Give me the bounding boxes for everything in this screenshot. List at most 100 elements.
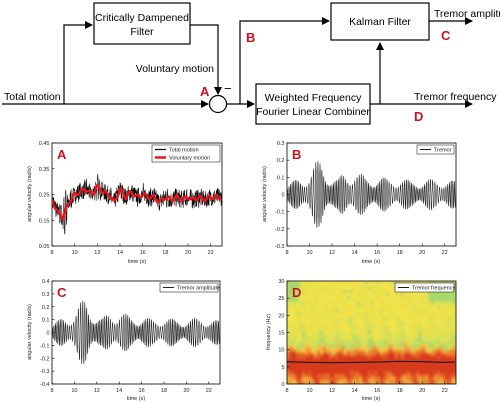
heatmap-cell [419,344,423,348]
heatmap-cell [359,335,363,339]
x-tick-label: 22 [442,388,448,394]
heatmap-cell [356,368,360,372]
heatmap-cell [290,380,294,384]
heatmap-cell [455,305,456,309]
heatmap-cell [299,305,303,309]
heatmap-cell [311,311,315,315]
wflc-label-1: Weighted Frequency [265,92,362,104]
heatmap-cell [434,311,438,315]
heatmap-cell [374,383,378,384]
heatmap-cell [305,329,309,333]
cd-filter-label-2: Filter [130,26,154,38]
heatmap-cell [344,332,348,336]
heatmap-cell [434,308,438,312]
heatmap-cell [401,341,405,345]
heatmap-cell [422,374,426,378]
heatmap-cell [344,326,348,330]
heatmap-cell [332,368,336,372]
heatmap-cell [299,332,303,336]
heatmap-cell [305,353,309,357]
heatmap-cell [410,317,414,321]
heatmap-cell [389,293,393,297]
heatmap-cell [347,308,351,312]
heatmap-cell [374,365,378,369]
heatmap-cell [407,299,411,303]
heatmap-cell [359,377,363,381]
heatmap-cell [377,347,381,351]
heatmap-cell [425,341,429,345]
heatmap-cell [344,365,348,369]
heatmap-cell [323,338,327,342]
heatmap-cell [302,362,306,366]
heatmap-cell [380,305,384,309]
heatmap-cell [422,302,426,306]
heatmap-cell [347,353,351,357]
heatmap-cell [299,287,303,291]
heatmap-cell [398,368,402,372]
heatmap-cell [434,320,438,324]
heatmap-cell [341,326,345,330]
heatmap-cell [365,332,369,336]
heatmap-cell [296,332,300,336]
heatmap-cell [341,329,345,333]
heatmap-cell [329,374,333,378]
y-tick-label: 0.1 [277,175,285,181]
heatmap-cell [419,359,423,363]
heatmap-cell [413,341,417,345]
heatmap-cell [359,341,363,345]
heatmap-cell [371,344,375,348]
heatmap-cell [449,305,453,309]
heatmap-cell [287,344,291,348]
x-tick-label: 20 [419,250,425,256]
heatmap-cell [338,344,342,348]
heatmap-cell [419,311,423,315]
heatmap-cell [428,293,432,297]
heatmap-cell [344,380,348,384]
heatmap-cell [395,314,399,318]
heatmap-cell [323,377,327,381]
heatmap-cell [413,359,417,363]
heatmap-cell [341,332,345,336]
heatmap-cell [395,320,399,324]
heatmap-cell [326,365,330,369]
heatmap-cell [374,314,378,318]
heatmap-cell [338,362,342,366]
heatmap-cell [392,293,396,297]
heatmap-cell [401,380,405,384]
heatmap-cell [356,332,360,336]
heatmap-cell [338,284,342,288]
heatmap-cell [386,356,390,360]
y-tick-label: -0.2 [275,227,284,233]
heatmap-cell [419,320,423,324]
heatmap-cell [308,293,312,297]
heatmap-cell [437,383,441,384]
x-tick-label: 18 [397,250,403,256]
heatmap-cell [290,284,294,288]
heatmap-cell [455,281,456,285]
heatmap-cell [392,320,396,324]
heatmap-cell [302,374,306,378]
heatmap-cell [290,332,294,336]
heatmap-cell [449,350,453,354]
heatmap-cell [431,371,435,375]
heatmap-cell [353,284,357,288]
heatmap-cell [323,359,327,363]
heatmap-cell [320,320,324,324]
x-tick-label: 16 [374,250,380,256]
heatmap-cell [335,311,339,315]
heatmap-cell [302,359,306,363]
heatmap-cell [320,329,324,333]
heatmap-cell [290,323,294,327]
heatmap-cell [377,353,381,357]
heatmap-cell [446,362,450,366]
heatmap-cell [434,302,438,306]
heatmap-cell [347,287,351,291]
heatmap-cell [311,383,315,384]
heatmap-cell [338,329,342,333]
heatmap-cell [407,371,411,375]
heatmap-cell [452,335,456,339]
heatmap-cell [422,332,426,336]
heatmap-cell [371,374,375,378]
heatmap-cell [368,311,372,315]
heatmap-cell [293,281,297,285]
